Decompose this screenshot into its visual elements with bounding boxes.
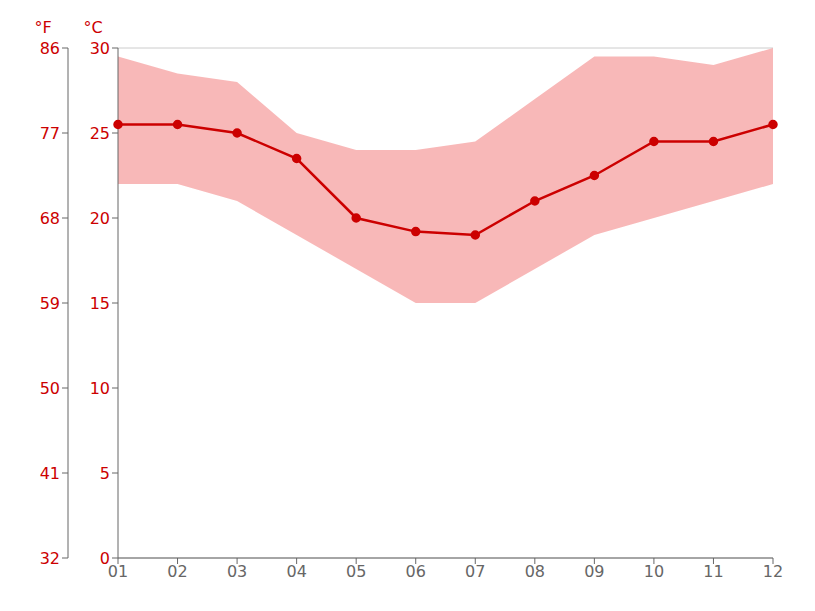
svg-text:05: 05 — [346, 562, 366, 581]
svg-text:10: 10 — [90, 379, 110, 398]
svg-text:32: 32 — [40, 549, 60, 568]
svg-text:12: 12 — [763, 562, 783, 581]
svg-text:°C: °C — [83, 18, 102, 37]
svg-text:01: 01 — [108, 562, 128, 581]
svg-text:59: 59 — [40, 294, 60, 313]
svg-text:5: 5 — [100, 464, 110, 483]
svg-text:41: 41 — [40, 464, 60, 483]
svg-text:06: 06 — [406, 562, 426, 581]
svg-text:20: 20 — [90, 209, 110, 228]
svg-text:30: 30 — [90, 39, 110, 58]
svg-text:02: 02 — [167, 562, 187, 581]
svg-text:25: 25 — [90, 124, 110, 143]
svg-text:50: 50 — [40, 379, 60, 398]
svg-text:09: 09 — [584, 562, 604, 581]
svg-text:03: 03 — [227, 562, 247, 581]
svg-text:15: 15 — [90, 294, 110, 313]
svg-text:°F: °F — [34, 18, 51, 37]
svg-text:11: 11 — [703, 562, 723, 581]
svg-text:77: 77 — [40, 124, 60, 143]
svg-text:10: 10 — [644, 562, 664, 581]
svg-text:07: 07 — [465, 562, 485, 581]
svg-text:08: 08 — [525, 562, 545, 581]
svg-text:0: 0 — [100, 549, 110, 568]
svg-text:04: 04 — [286, 562, 306, 581]
svg-text:68: 68 — [40, 209, 60, 228]
svg-text:86: 86 — [40, 39, 60, 58]
